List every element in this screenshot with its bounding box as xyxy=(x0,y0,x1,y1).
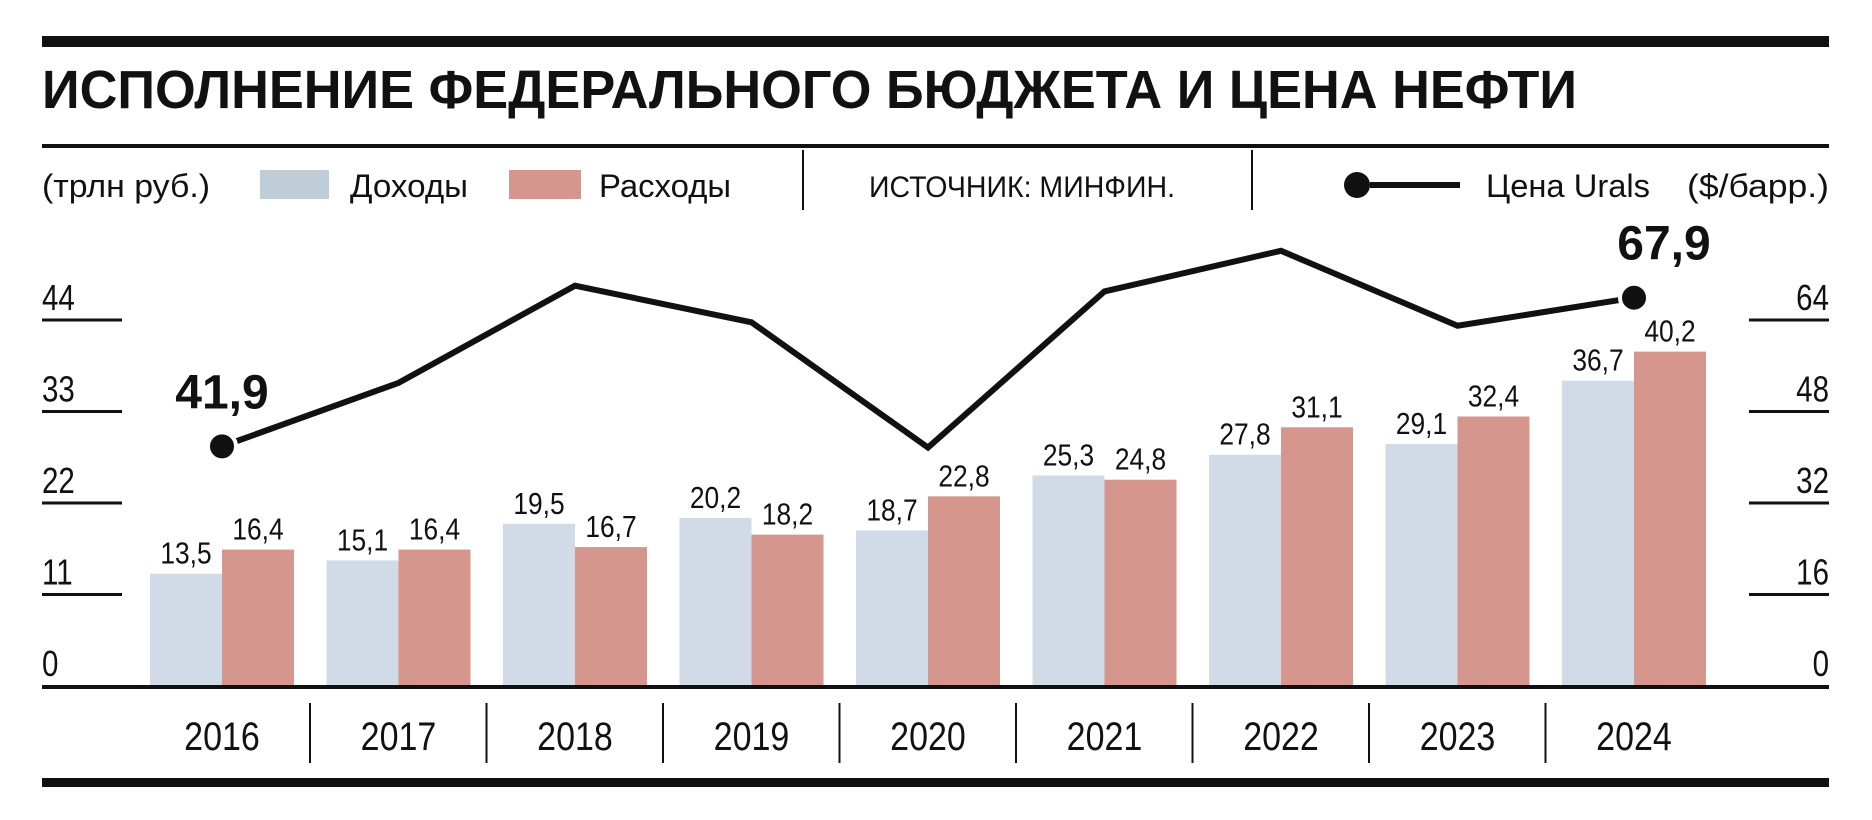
income-value-label: 20,2 xyxy=(690,481,741,515)
axes: 0 11 22 33 44 0 16 32 48 64 xyxy=(42,277,1829,684)
legend-divider xyxy=(802,150,804,210)
income-bar xyxy=(150,573,222,686)
right-tick-line xyxy=(1749,593,1829,596)
income-value-label: 18,7 xyxy=(866,494,917,528)
year-label: 2024 xyxy=(1596,713,1672,758)
income-bar xyxy=(856,530,928,686)
left-tick-label: 11 xyxy=(42,552,73,592)
legend-divider xyxy=(1251,150,1253,210)
year-divider xyxy=(1015,703,1017,763)
year-divider xyxy=(309,703,311,763)
chart-title: ИСПОЛНЕНИЕ ФЕДЕРАЛЬНОГО БЮДЖЕТА И ЦЕНА Н… xyxy=(42,60,1577,120)
expense-bar xyxy=(222,549,294,686)
legend-line-icon xyxy=(1370,182,1460,188)
expense-value-label: 18,2 xyxy=(762,498,813,532)
year-label: 2021 xyxy=(1067,713,1143,758)
year-divider xyxy=(662,703,664,763)
year-divider xyxy=(1191,703,1194,763)
income-value-label: 15,1 xyxy=(337,523,388,557)
expense-bar xyxy=(1634,351,1706,686)
bars: 13,5 15,1 19,5 20,2 18,7 25,3 27,8 29,1 36,7 16,4… xyxy=(150,315,1706,686)
right-tick-label: 16 xyxy=(1796,552,1829,592)
left-tick-line xyxy=(42,593,122,596)
right-unit-label: ($/барр.) xyxy=(1687,168,1829,204)
urals-value-annotation: 41,9 xyxy=(175,366,268,419)
year-divider xyxy=(838,703,841,763)
income-value-label: 27,8 xyxy=(1219,418,1270,452)
income-value-label: 25,3 xyxy=(1043,439,1094,473)
expense-bar xyxy=(575,547,647,686)
left-tick-line xyxy=(42,318,122,322)
expense-bar xyxy=(1457,416,1530,686)
year-label: 2018 xyxy=(537,713,613,758)
expense-bar xyxy=(751,534,824,686)
expense-value-label: 22,8 xyxy=(938,459,989,493)
expense-bar xyxy=(1281,427,1353,686)
year-label: 2023 xyxy=(1420,713,1496,758)
left-tick-label: 33 xyxy=(42,369,75,409)
expense-value-label: 16,7 xyxy=(585,510,636,544)
bottom-rule xyxy=(42,778,1829,787)
legend-label-urals: Цена Urals xyxy=(1486,168,1650,204)
expense-value-label: 32,4 xyxy=(1468,380,1519,414)
year-divider xyxy=(1544,703,1547,763)
expense-value-label: 16,4 xyxy=(232,513,283,547)
income-value-label: 19,5 xyxy=(513,487,564,521)
legend-swatch-expense xyxy=(509,170,581,199)
year-label: 2019 xyxy=(714,713,790,758)
expense-bar xyxy=(398,549,471,686)
right-tick-label: 64 xyxy=(1796,277,1829,317)
income-value-label: 36,7 xyxy=(1572,344,1623,378)
legend-line-dot-icon xyxy=(1344,172,1370,198)
baseline xyxy=(42,685,1829,689)
right-tick-line xyxy=(1749,318,1829,322)
right-tick-line xyxy=(1749,410,1829,413)
legend: (трлн руб.) Доходы Расходы ИСТОЧНИК: МИН… xyxy=(42,150,1829,210)
x-axis: 2016 2017 2018 2019 2020 2021 2022 2023 2024 xyxy=(184,703,1672,763)
legend-swatch-income xyxy=(260,170,329,199)
income-bar xyxy=(1385,443,1458,686)
year-label: 2017 xyxy=(361,713,437,758)
year-label: 2016 xyxy=(184,713,260,758)
year-label: 2022 xyxy=(1243,713,1319,758)
left-tick-line xyxy=(42,501,122,505)
income-bar xyxy=(326,560,399,686)
right-tick-label: 32 xyxy=(1796,460,1829,500)
left-tick-label: 44 xyxy=(42,277,75,317)
right-tick-line xyxy=(1749,501,1829,505)
expense-value-label: 40,2 xyxy=(1644,315,1695,349)
urals-point-marker xyxy=(1618,281,1650,314)
expense-bar xyxy=(1104,479,1177,686)
year-label: 2020 xyxy=(890,713,966,758)
legend-label-expense: Расходы xyxy=(599,168,731,204)
income-bar xyxy=(679,517,752,686)
expense-value-label: 31,1 xyxy=(1291,390,1342,424)
legend-label-income: Доходы xyxy=(350,168,468,204)
urals-value-annotation: 67,9 xyxy=(1617,218,1710,271)
right-tick-label: 48 xyxy=(1796,369,1829,409)
expense-value-label: 16,4 xyxy=(409,513,460,547)
expense-bar xyxy=(928,496,1000,686)
expense-value-label: 24,8 xyxy=(1115,443,1166,477)
left-tick-label: 22 xyxy=(42,460,75,500)
year-divider xyxy=(1368,703,1370,763)
urals-line: 41,9 67,9 xyxy=(175,218,1711,463)
urals-price-line xyxy=(220,247,1635,452)
right-tick-label: 0 xyxy=(1813,643,1829,683)
income-bar xyxy=(1209,454,1281,686)
income-value-label: 13,5 xyxy=(160,537,211,571)
year-divider xyxy=(485,703,488,763)
left-tick-line xyxy=(42,410,122,413)
top-rule xyxy=(42,36,1829,47)
title-rule xyxy=(42,144,1829,148)
income-bar xyxy=(1032,475,1105,686)
source-label: ИСТОЧНИК: МИНФИН. xyxy=(869,171,1175,204)
urals-point-marker xyxy=(206,430,238,463)
left-unit-label: (трлн руб.) xyxy=(42,168,210,204)
income-bar xyxy=(1562,380,1634,686)
income-value-label: 29,1 xyxy=(1396,407,1447,441)
left-tick-label: 0 xyxy=(42,643,58,683)
income-bar xyxy=(503,523,575,686)
